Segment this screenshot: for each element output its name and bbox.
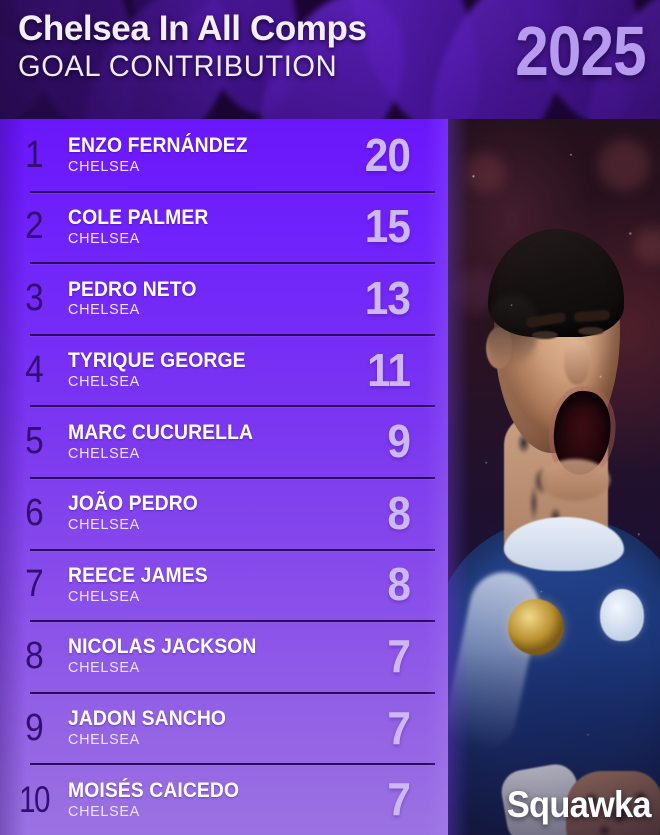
player-team: CHELSEA — [68, 229, 140, 247]
player-value: 9 — [387, 415, 411, 468]
player-info: COLE PALMER CHELSEA — [60, 204, 318, 247]
player-name: PEDRO NETO — [68, 276, 197, 301]
player-info: TYRIQUE GEORGE CHELSEA — [60, 348, 318, 391]
graphic-header: Chelsea In All Comps GOAL CONTRIBUTION 2… — [0, 0, 660, 119]
rank-number: 10 — [19, 778, 50, 820]
player-name: COLE PALMER — [68, 204, 209, 229]
rank-number: 1 — [25, 133, 44, 176]
title-block: Chelsea In All Comps GOAL CONTRIBUTION — [18, 11, 367, 82]
player-team: CHELSEA — [68, 659, 140, 677]
player-info: MOISÉS CAICEDO CHELSEA — [60, 777, 318, 820]
player-team: CHELSEA — [68, 444, 140, 462]
rank-number: 6 — [25, 491, 44, 534]
table-row: 4 TYRIQUE GEORGE CHELSEA 11 — [0, 333, 448, 406]
squawka-logo: Squawka — [507, 784, 652, 825]
table-row: 10 MOISÉS CAICEDO CHELSEA 7 — [0, 763, 448, 835]
player-team: CHELSEA — [68, 587, 140, 605]
player-name: MOISÉS CAICEDO — [68, 777, 240, 802]
player-info: REECE JAMES CHELSEA — [60, 562, 318, 605]
player-info: PEDRO NETO CHELSEA — [60, 276, 318, 319]
player-value: 15 — [364, 200, 411, 253]
rank-number: 7 — [25, 563, 44, 606]
photo-vignette — [448, 119, 660, 835]
player-value: 7 — [387, 629, 411, 682]
player-name: ENZO FERNÁNDEZ — [68, 133, 248, 158]
player-name: MARC CUCURELLA — [68, 419, 254, 444]
table-row: 5 MARC CUCURELLA CHELSEA 9 — [0, 405, 448, 477]
table-row: 8 NICOLAS JACKSON CHELSEA 7 — [0, 620, 448, 692]
player-info: JADON SANCHO CHELSEA — [60, 706, 318, 748]
player-name: TYRIQUE GEORGE — [68, 348, 246, 373]
player-name: JADON SANCHO — [68, 706, 227, 731]
player-team: CHELSEA — [68, 516, 140, 534]
rank-number: 4 — [25, 348, 44, 391]
player-team: CHELSEA — [68, 158, 140, 176]
player-info: MARC CUCURELLA CHELSEA — [60, 419, 318, 462]
player-value: 8 — [387, 486, 411, 539]
table-row: 6 JOÃO PEDRO CHELSEA 8 — [0, 476, 448, 549]
player-info: NICOLAS JACKSON CHELSEA — [60, 634, 318, 677]
ranking-list: 1 ENZO FERNÁNDEZ CHELSEA 20 2 COLE PALME… — [0, 119, 448, 835]
player-team: CHELSEA — [68, 731, 140, 748]
player-team: CHELSEA — [68, 373, 140, 391]
player-info: ENZO FERNÁNDEZ CHELSEA — [60, 133, 318, 176]
player-value: 8 — [387, 558, 411, 611]
header-overlay-gradient — [0, 0, 660, 119]
table-row: 2 COLE PALMER CHELSEA 15 — [0, 190, 448, 263]
table-row: 9 JADON SANCHO CHELSEA 7 — [0, 691, 448, 764]
player-team: CHELSEA — [68, 802, 140, 820]
player-name: NICOLAS JACKSON — [68, 634, 257, 659]
player-info: JOÃO PEDRO CHELSEA — [60, 491, 318, 534]
page-subtitle: GOAL CONTRIBUTION — [18, 49, 338, 83]
rank-number: 9 — [25, 706, 44, 749]
table-row: 7 REECE JAMES CHELSEA 8 — [0, 548, 448, 621]
player-value: 20 — [364, 128, 411, 181]
player-name: REECE JAMES — [68, 562, 208, 587]
rank-number: 8 — [25, 634, 44, 677]
table-row: 1 ENZO FERNÁNDEZ CHELSEA 20 — [0, 119, 448, 191]
player-value: 7 — [387, 701, 411, 754]
year-label: 2025 — [515, 12, 647, 90]
rank-number: 3 — [25, 276, 44, 319]
page-title: Chelsea In All Comps — [18, 9, 367, 48]
player-photo — [448, 119, 660, 835]
player-value: 7 — [387, 773, 411, 826]
table-row: 3 PEDRO NETO CHELSEA 13 — [0, 262, 448, 334]
player-team: CHELSEA — [68, 301, 140, 319]
player-value: 13 — [364, 271, 411, 324]
player-name: JOÃO PEDRO — [68, 491, 198, 516]
rank-number: 2 — [25, 205, 44, 248]
player-value: 11 — [367, 343, 411, 396]
rank-number: 5 — [25, 420, 44, 463]
